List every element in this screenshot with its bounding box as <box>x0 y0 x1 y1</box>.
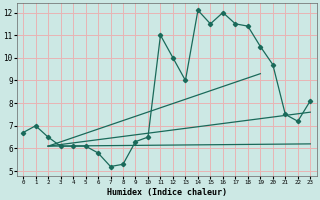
X-axis label: Humidex (Indice chaleur): Humidex (Indice chaleur) <box>107 188 227 197</box>
